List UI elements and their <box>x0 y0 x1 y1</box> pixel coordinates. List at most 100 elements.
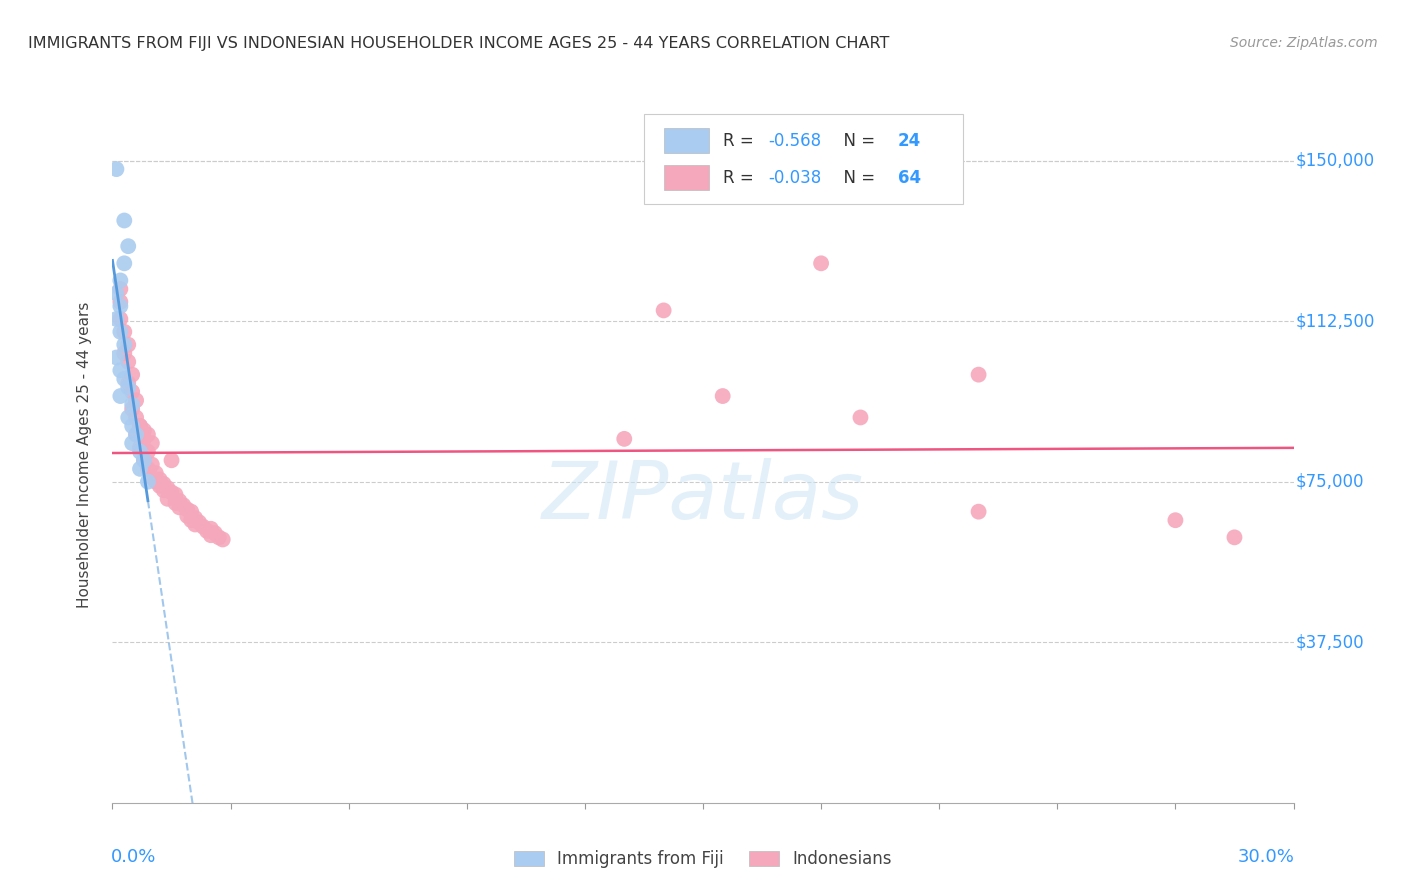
Text: 0.0%: 0.0% <box>111 848 156 866</box>
Point <box>849 410 872 425</box>
Point <box>110 294 132 309</box>
Text: -0.568: -0.568 <box>768 132 821 150</box>
Point <box>136 475 159 489</box>
Point <box>129 441 152 455</box>
Text: 64: 64 <box>898 169 921 186</box>
Point <box>117 355 139 369</box>
Point <box>180 505 202 519</box>
Point <box>121 401 143 416</box>
Point <box>211 533 233 547</box>
Text: R =: R = <box>723 169 759 186</box>
Point <box>129 462 152 476</box>
Point <box>141 458 163 472</box>
Point <box>110 363 132 377</box>
Point <box>200 522 222 536</box>
Point <box>152 483 174 498</box>
Point <box>110 312 132 326</box>
Text: ZIPatlas: ZIPatlas <box>541 458 865 536</box>
Point <box>180 513 202 527</box>
Point <box>152 476 174 491</box>
Point <box>169 494 191 508</box>
Point <box>184 511 207 525</box>
Point <box>105 351 128 365</box>
Text: R =: R = <box>723 132 759 150</box>
Point <box>121 419 143 434</box>
Point <box>149 473 172 487</box>
Point <box>117 380 139 394</box>
Point <box>160 453 183 467</box>
Point <box>117 239 139 253</box>
Point <box>110 299 132 313</box>
Text: Source: ZipAtlas.com: Source: ZipAtlas.com <box>1230 36 1378 50</box>
Y-axis label: Householder Income Ages 25 - 44 years: Householder Income Ages 25 - 44 years <box>77 301 91 608</box>
Point <box>125 427 148 442</box>
Point <box>165 487 187 501</box>
Point <box>121 368 143 382</box>
Point <box>141 470 163 484</box>
Text: $112,500: $112,500 <box>1296 312 1375 330</box>
Point <box>141 436 163 450</box>
Text: -0.038: -0.038 <box>768 169 821 186</box>
Point <box>129 419 152 434</box>
Text: N =: N = <box>832 169 880 186</box>
Point <box>132 453 155 467</box>
Point <box>172 498 194 512</box>
Point <box>195 524 218 538</box>
Point <box>121 436 143 450</box>
Point <box>110 273 132 287</box>
Point <box>121 398 143 412</box>
Point <box>117 337 139 351</box>
Point <box>129 419 152 434</box>
Point <box>169 500 191 515</box>
Point <box>112 346 135 360</box>
Point <box>711 389 734 403</box>
Point <box>145 466 167 480</box>
FancyBboxPatch shape <box>664 128 709 153</box>
Point <box>129 444 152 458</box>
Point <box>136 444 159 458</box>
Point <box>105 312 128 326</box>
Point <box>132 423 155 437</box>
Point <box>117 410 139 425</box>
Text: 24: 24 <box>898 132 921 150</box>
Point <box>105 286 128 301</box>
Text: $37,500: $37,500 <box>1296 633 1364 651</box>
Point <box>125 410 148 425</box>
Point <box>125 427 148 442</box>
Point <box>110 282 132 296</box>
Point <box>176 502 198 516</box>
Point <box>110 325 132 339</box>
Point <box>117 376 139 391</box>
Point <box>121 384 143 399</box>
Point <box>200 528 222 542</box>
Point <box>188 516 211 530</box>
Point <box>136 462 159 476</box>
FancyBboxPatch shape <box>664 165 709 190</box>
Point <box>105 162 128 177</box>
Point <box>1164 513 1187 527</box>
Point <box>165 496 187 510</box>
Point <box>136 427 159 442</box>
Point <box>208 530 231 544</box>
Point <box>132 453 155 467</box>
Point <box>613 432 636 446</box>
Point <box>652 303 675 318</box>
Point <box>204 526 226 541</box>
Point <box>810 256 832 270</box>
Point <box>112 213 135 227</box>
Point <box>176 508 198 523</box>
Point <box>967 368 990 382</box>
Point <box>112 256 135 270</box>
Point <box>149 479 172 493</box>
Point <box>156 491 179 506</box>
Text: N =: N = <box>832 132 880 150</box>
Point <box>112 372 135 386</box>
Point <box>156 481 179 495</box>
FancyBboxPatch shape <box>644 114 963 204</box>
Text: $75,000: $75,000 <box>1296 473 1364 491</box>
Point <box>967 505 990 519</box>
Text: $150,000: $150,000 <box>1296 152 1375 169</box>
Point <box>1223 530 1246 544</box>
Legend: Immigrants from Fiji, Indonesians: Immigrants from Fiji, Indonesians <box>508 843 898 874</box>
Text: 30.0%: 30.0% <box>1237 848 1295 866</box>
